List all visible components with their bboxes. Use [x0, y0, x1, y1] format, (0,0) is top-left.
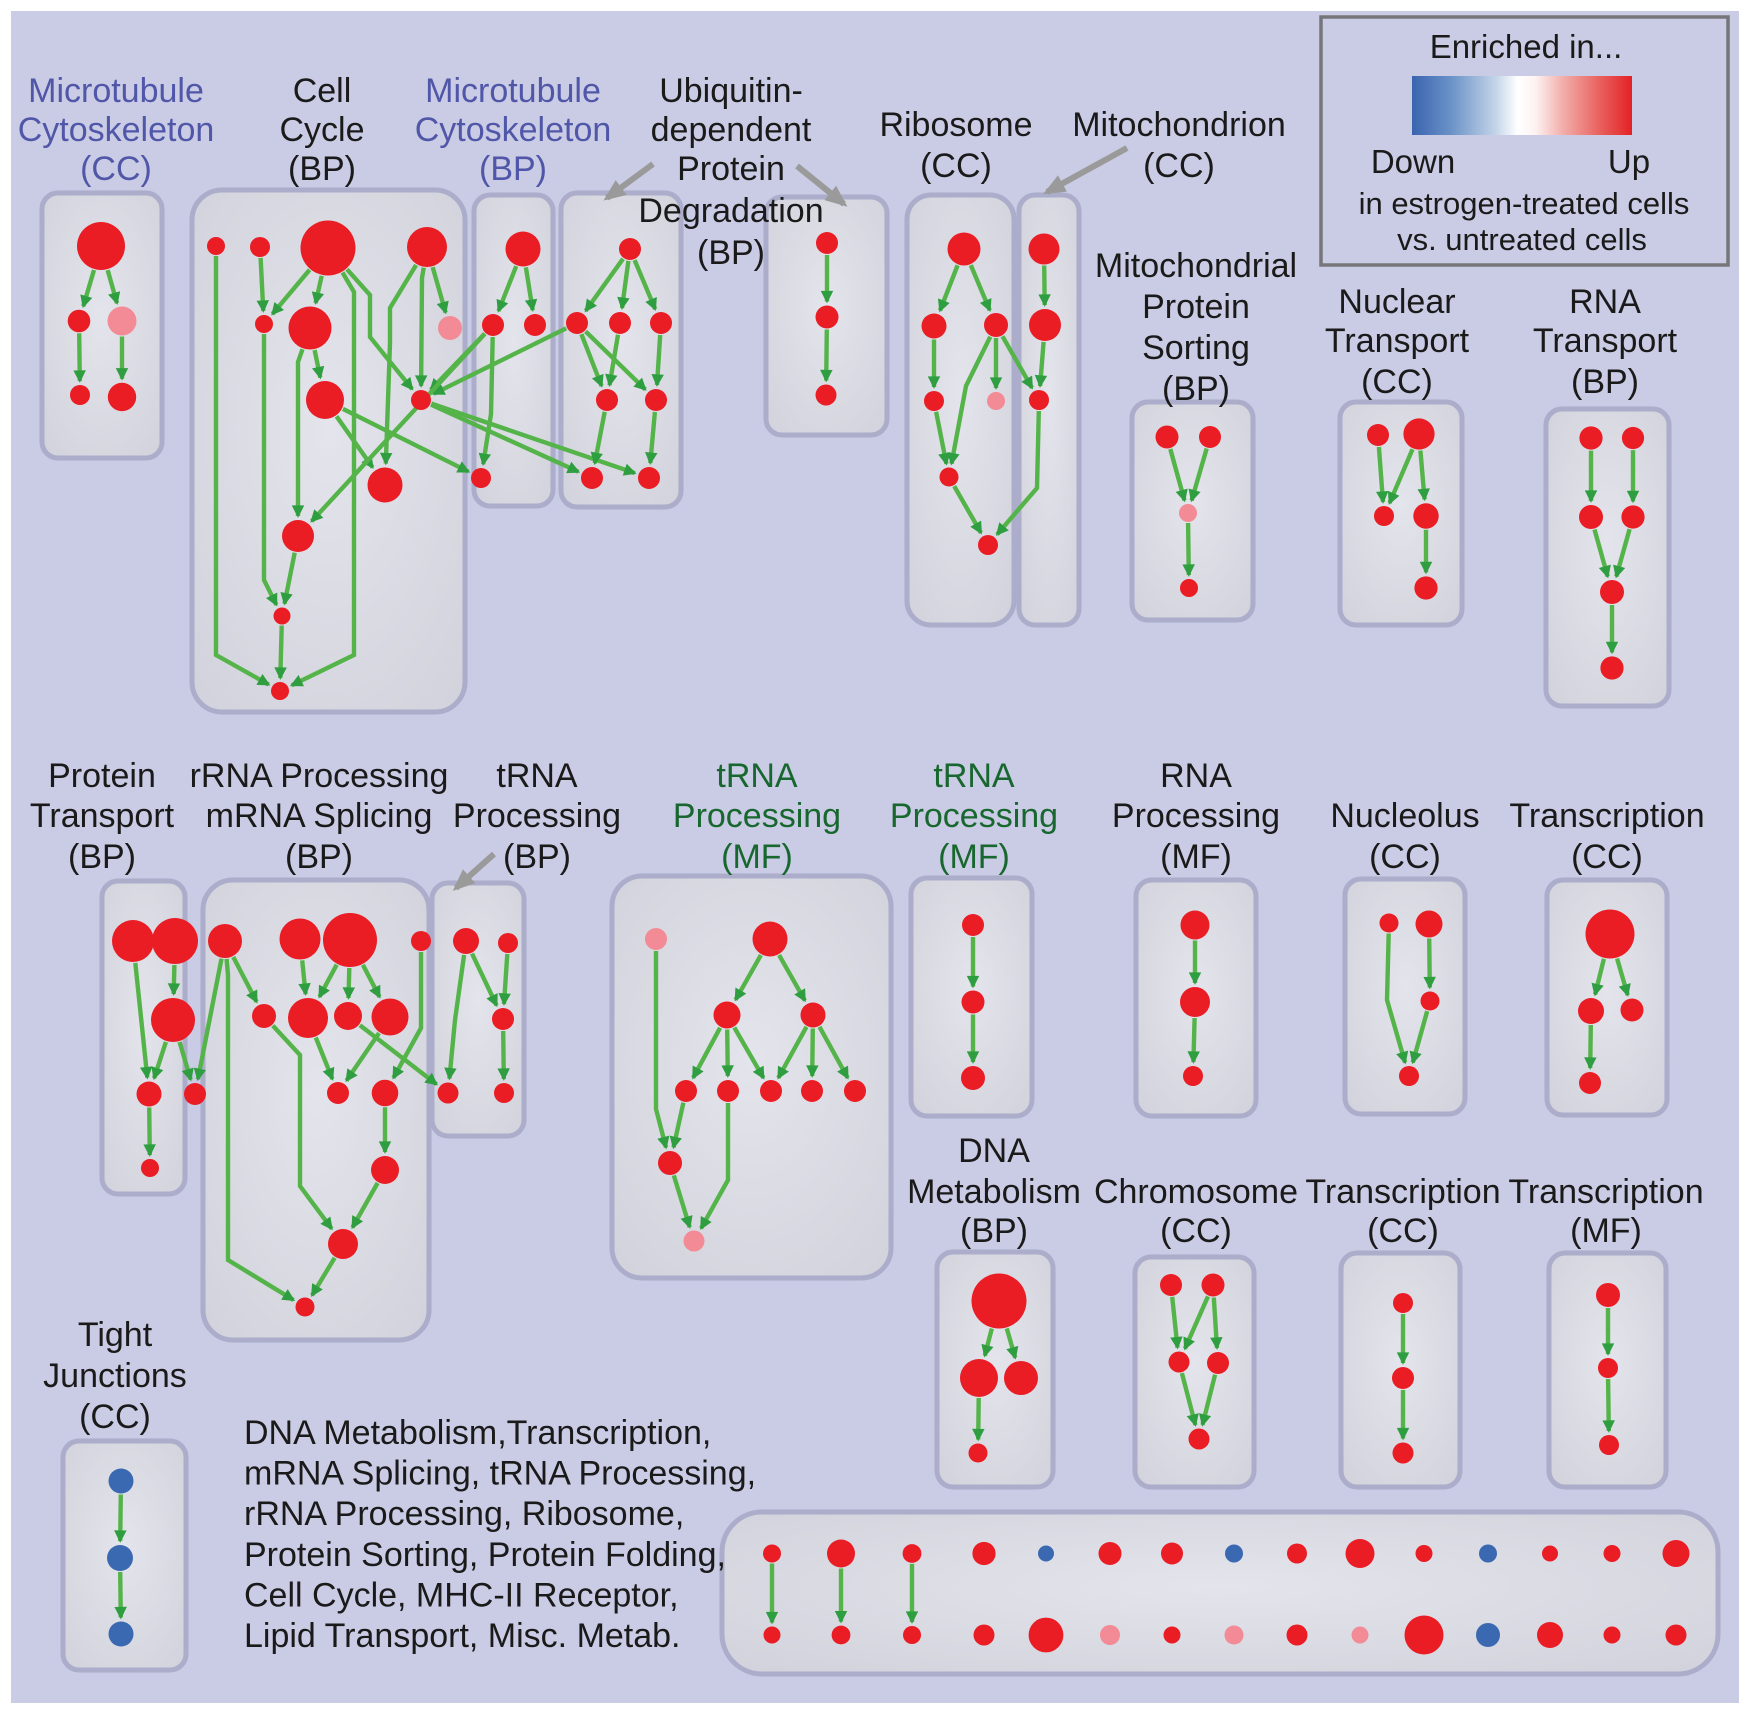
svg-text:(BP): (BP)	[1162, 370, 1230, 408]
svg-text:(CC): (CC)	[79, 1398, 151, 1436]
svg-text:(BP): (BP)	[697, 234, 765, 272]
svg-text:Processing: Processing	[890, 797, 1058, 835]
svg-text:(BP): (BP)	[503, 838, 571, 876]
svg-text:tRNA: tRNA	[933, 757, 1015, 795]
svg-text:Transport: Transport	[1325, 322, 1470, 360]
svg-text:Microtubule: Microtubule	[425, 72, 601, 110]
svg-text:in estrogen-treated cells: in estrogen-treated cells	[1359, 186, 1690, 221]
svg-text:DNA Metabolism,Transcription,: DNA Metabolism,Transcription,	[244, 1414, 711, 1452]
svg-text:Protein: Protein	[677, 150, 785, 188]
svg-text:rRNA Processing: rRNA Processing	[190, 757, 449, 795]
svg-text:Up: Up	[1608, 143, 1650, 180]
svg-text:Processing: Processing	[453, 797, 621, 835]
svg-text:(CC): (CC)	[1571, 838, 1643, 876]
svg-text:(CC): (CC)	[1143, 147, 1215, 185]
svg-text:mRNA Splicing, tRNA Processing: mRNA Splicing, tRNA Processing,	[244, 1455, 756, 1493]
svg-text:dependent: dependent	[651, 111, 812, 149]
svg-text:(MF): (MF)	[938, 838, 1010, 876]
svg-text:(BP): (BP)	[68, 838, 136, 876]
svg-text:(BP): (BP)	[285, 838, 353, 876]
svg-text:Down: Down	[1371, 143, 1455, 180]
svg-text:Degradation: Degradation	[638, 192, 823, 230]
svg-text:Cytoskeleton: Cytoskeleton	[18, 111, 215, 149]
svg-text:(BP): (BP)	[1571, 363, 1639, 401]
svg-text:Nuclear: Nuclear	[1338, 283, 1455, 321]
svg-text:Metabolism: Metabolism	[907, 1173, 1081, 1211]
svg-text:Cytoskeleton: Cytoskeleton	[415, 111, 612, 149]
svg-text:tRNA: tRNA	[496, 757, 578, 795]
svg-text:Transcription: Transcription	[1305, 1173, 1500, 1211]
svg-text:Transcription: Transcription	[1508, 1173, 1703, 1211]
svg-text:Mitochondrion: Mitochondrion	[1072, 106, 1286, 144]
svg-text:Ubiquitin-: Ubiquitin-	[659, 72, 803, 110]
svg-text:(CC): (CC)	[1367, 1212, 1439, 1250]
svg-text:rRNA Processing, Ribosome,: rRNA Processing, Ribosome,	[244, 1495, 684, 1533]
svg-text:Cell: Cell	[293, 72, 352, 110]
svg-text:vs. untreated cells: vs. untreated cells	[1397, 222, 1647, 257]
svg-text:Enriched in...: Enriched in...	[1430, 28, 1623, 65]
svg-text:(BP): (BP)	[288, 150, 356, 188]
svg-text:Sorting: Sorting	[1142, 329, 1250, 367]
svg-text:mRNA Splicing: mRNA Splicing	[206, 797, 433, 835]
svg-text:Mitochondrial: Mitochondrial	[1095, 247, 1297, 285]
svg-text:(BP): (BP)	[960, 1212, 1028, 1250]
svg-text:(CC): (CC)	[920, 147, 992, 185]
svg-text:Junctions: Junctions	[43, 1357, 187, 1395]
svg-text:Transcription: Transcription	[1509, 797, 1704, 835]
svg-text:Protein: Protein	[48, 757, 156, 795]
svg-text:Protein Sorting, Protein Foldi: Protein Sorting, Protein Folding,	[244, 1536, 726, 1574]
svg-text:Ribosome: Ribosome	[879, 106, 1032, 144]
svg-text:Chromosome: Chromosome	[1094, 1173, 1298, 1211]
svg-text:(CC): (CC)	[80, 150, 152, 188]
svg-text:Cycle: Cycle	[279, 111, 364, 149]
svg-text:DNA: DNA	[958, 1132, 1030, 1170]
svg-text:Microtubule: Microtubule	[28, 72, 204, 110]
svg-text:Processing: Processing	[1112, 797, 1280, 835]
svg-text:(CC): (CC)	[1160, 1212, 1232, 1250]
svg-text:(BP): (BP)	[479, 150, 547, 188]
svg-text:(MF): (MF)	[1570, 1212, 1642, 1250]
svg-text:(MF): (MF)	[1160, 838, 1232, 876]
svg-text:Processing: Processing	[673, 797, 841, 835]
svg-text:Lipid Transport, Misc. Metab.: Lipid Transport, Misc. Metab.	[244, 1617, 681, 1655]
svg-text:(MF): (MF)	[721, 838, 793, 876]
svg-text:tRNA: tRNA	[716, 757, 798, 795]
svg-text:Protein: Protein	[1142, 288, 1250, 326]
svg-text:Cell Cycle, MHC-II Receptor,: Cell Cycle, MHC-II Receptor,	[244, 1576, 679, 1614]
svg-text:(CC): (CC)	[1361, 363, 1433, 401]
svg-text:(CC): (CC)	[1369, 838, 1441, 876]
svg-text:RNA: RNA	[1569, 283, 1641, 321]
svg-text:Tight: Tight	[78, 1316, 153, 1354]
svg-text:Transport: Transport	[30, 797, 175, 835]
svg-text:RNA: RNA	[1160, 757, 1232, 795]
svg-text:Transport: Transport	[1533, 322, 1678, 360]
svg-text:Nucleolus: Nucleolus	[1330, 797, 1479, 835]
